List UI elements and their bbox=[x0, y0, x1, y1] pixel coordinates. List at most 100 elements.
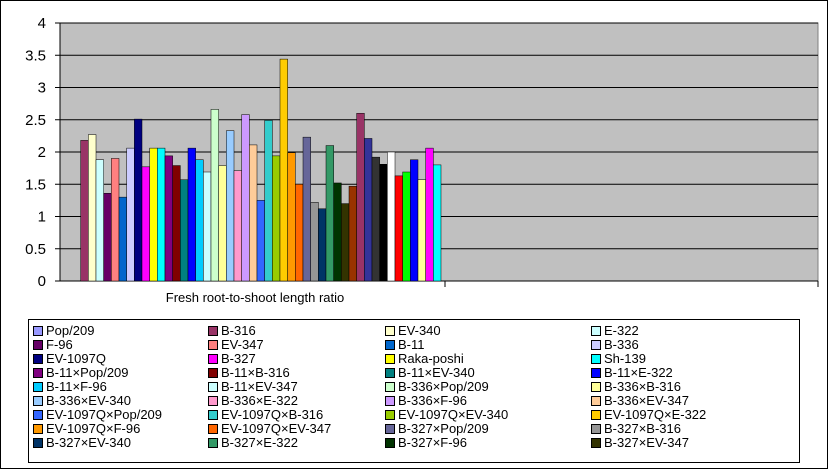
legend-label: E-322 bbox=[604, 323, 639, 338]
legend-item: EV-340 bbox=[385, 324, 441, 338]
legend-label: B-11×B-316 bbox=[221, 365, 290, 380]
legend-item: B-316 bbox=[208, 324, 256, 338]
legend-item: B-11×Pop/209 bbox=[33, 366, 129, 380]
legend-label: B-336×E-322 bbox=[221, 393, 298, 408]
legend-item: B-11×E-322 bbox=[591, 366, 673, 380]
legend-item: B-336×F-96 bbox=[385, 394, 467, 408]
legend-swatch bbox=[385, 382, 395, 392]
bar bbox=[356, 113, 365, 282]
bar bbox=[310, 202, 319, 282]
legend-swatch bbox=[385, 410, 395, 420]
legend-swatch bbox=[208, 438, 218, 448]
legend-label: Raka-poshi bbox=[398, 351, 464, 366]
bar bbox=[272, 155, 281, 282]
legend-swatch bbox=[33, 410, 43, 420]
legend-label: B-11×E-322 bbox=[604, 365, 673, 380]
bar bbox=[157, 147, 166, 282]
bar bbox=[95, 159, 104, 282]
legend-item: EV-1097Q×E-322 bbox=[591, 408, 706, 422]
legend-swatch bbox=[591, 396, 601, 406]
legend-swatch bbox=[591, 368, 601, 378]
legend-item: EV-1097Q×B-316 bbox=[208, 408, 323, 422]
legend-item: B-336×EV-347 bbox=[591, 394, 689, 408]
legend-swatch bbox=[385, 424, 395, 434]
legend-swatch bbox=[591, 382, 601, 392]
legend-label: B-336×F-96 bbox=[398, 393, 468, 408]
legend-swatch bbox=[33, 396, 43, 406]
bar bbox=[325, 145, 334, 282]
legend-swatch bbox=[208, 424, 218, 434]
legend-swatch bbox=[591, 410, 601, 420]
y-tick-label: 2 bbox=[38, 144, 46, 161]
legend-swatch bbox=[385, 354, 395, 364]
bar bbox=[233, 170, 242, 282]
bar bbox=[371, 156, 380, 282]
bar bbox=[348, 185, 357, 282]
legend-item: B-11 bbox=[385, 338, 425, 352]
legend-label: EV-1097Q×E-322 bbox=[604, 407, 707, 422]
legend-swatch bbox=[591, 424, 601, 434]
legend-item: B-327×E-322 bbox=[208, 436, 298, 450]
legend-swatch bbox=[591, 354, 601, 364]
bar bbox=[149, 147, 158, 282]
legend-label: B-327×Pop/209 bbox=[398, 421, 489, 436]
legend-item: B-327×EV-340 bbox=[33, 436, 131, 450]
legend-item: Raka-poshi bbox=[385, 352, 464, 366]
bar bbox=[80, 140, 89, 282]
legend-label: Pop/209 bbox=[46, 323, 95, 338]
bar bbox=[364, 138, 373, 282]
legend-label: B-316 bbox=[221, 323, 256, 338]
legend-item: B-327×F-96 bbox=[385, 436, 467, 450]
legend-item: Pop/209 bbox=[33, 324, 94, 338]
legend-label: EV-340 bbox=[398, 323, 441, 338]
bar bbox=[341, 203, 350, 282]
legend-item: B-11×F-96 bbox=[33, 380, 107, 394]
legend-item: B-336×B-316 bbox=[591, 380, 681, 394]
legend-item: B-11×EV-340 bbox=[385, 366, 475, 380]
legend-swatch bbox=[208, 368, 218, 378]
legend-label: B-336×EV-340 bbox=[46, 393, 131, 408]
y-tick-label: 3.5 bbox=[25, 47, 46, 64]
y-tick-label: 1 bbox=[38, 209, 46, 226]
bar bbox=[333, 182, 342, 282]
legend-label: B-327×E-322 bbox=[221, 435, 298, 450]
legend-swatch bbox=[208, 382, 218, 392]
legend-item: B-11×EV-347 bbox=[208, 380, 298, 394]
y-tick-label: 2.5 bbox=[25, 112, 46, 129]
bar bbox=[226, 130, 235, 282]
legend-label: B-336 bbox=[604, 337, 639, 352]
legend-item: B-336×EV-340 bbox=[33, 394, 131, 408]
legend-label: Sh-139 bbox=[604, 351, 646, 366]
legend-swatch bbox=[591, 340, 601, 350]
legend-swatch bbox=[385, 438, 395, 448]
bar bbox=[111, 158, 120, 282]
bar bbox=[180, 179, 189, 282]
bar bbox=[134, 118, 143, 282]
legend-swatch bbox=[33, 326, 43, 336]
legend-label: B-11×EV-340 bbox=[398, 365, 475, 380]
legend-label: B-336×EV-347 bbox=[604, 393, 689, 408]
legend-label: B-327×EV-340 bbox=[46, 435, 131, 450]
legend-item: B-327×Pop/209 bbox=[385, 422, 489, 436]
bar bbox=[187, 147, 196, 282]
bar bbox=[264, 120, 273, 282]
bar bbox=[88, 134, 97, 282]
bar bbox=[379, 164, 388, 282]
legend-item: B-327×EV-347 bbox=[591, 436, 689, 450]
legend-label: B-11×Pop/209 bbox=[46, 365, 129, 380]
legend-item: B-327×B-316 bbox=[591, 422, 681, 436]
legend-label: EV-1097Q×EV-347 bbox=[221, 421, 332, 436]
legend-swatch bbox=[385, 326, 395, 336]
bar bbox=[256, 200, 265, 282]
y-tick-label: 3 bbox=[38, 80, 46, 97]
legend-item: EV-1097Q×EV-347 bbox=[208, 422, 331, 436]
legend-item: EV-1097Q×Pop/209 bbox=[33, 408, 162, 422]
legend-swatch bbox=[33, 354, 43, 364]
legend-label: EV-1097Q×EV-340 bbox=[398, 407, 509, 422]
bar bbox=[425, 147, 434, 282]
legend-item: B-336×E-322 bbox=[208, 394, 298, 408]
bar bbox=[402, 171, 411, 282]
bar bbox=[118, 196, 127, 282]
legend-label: EV-1097Q×F-96 bbox=[46, 421, 141, 436]
bar bbox=[164, 155, 173, 282]
